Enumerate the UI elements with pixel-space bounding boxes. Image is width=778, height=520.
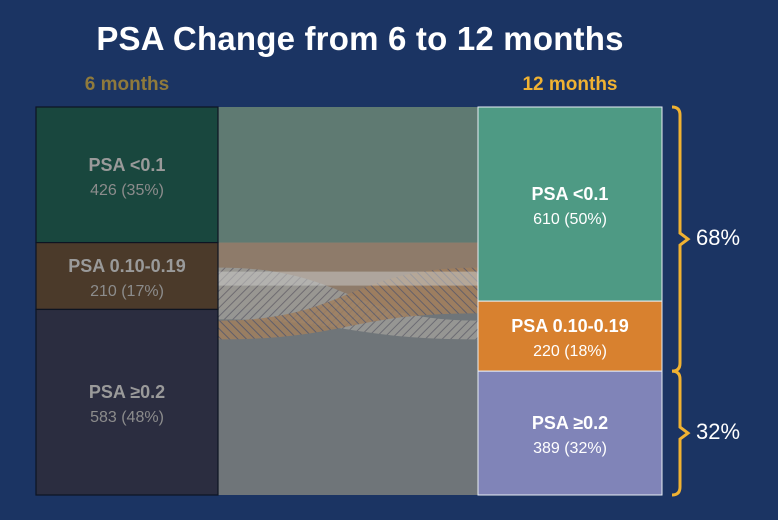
left-node-label-2: PSA ≥0.2 [89,382,165,402]
right-node-value-0: 610 (50%) [533,211,607,228]
left-node-1 [35,241,219,311]
flow-band-upper [218,107,478,243]
left-node-2 [35,308,219,496]
right-node-label-1: PSA 0.10-0.19 [511,316,628,336]
right-node-value-1: 220 (18%) [533,343,607,360]
bracket-1 [671,369,691,497]
left-node-value-2: 583 (48%) [90,409,164,426]
bracket-0 [671,105,691,373]
bracket-group [671,105,691,497]
right-node-1 [477,300,663,372]
flow-band-lower [218,309,478,495]
flow-highlight [218,271,478,286]
right-node-label-2: PSA ≥0.2 [532,413,608,433]
bracket-label-lower: 32% [696,419,741,445]
left-column-label: 6 months [84,74,170,95]
right-node-label-0: PSA <0.1 [532,184,609,204]
flow-band-group [218,107,478,495]
right-column-label: 12 months [522,74,618,95]
left-node-label-0: PSA <0.1 [89,155,166,175]
right-node-2 [477,370,663,496]
node-group: PSA <0.1 426 (35%) PSA 0.10-0.19 210 (17%) P… [35,106,663,496]
bracket-label-upper: 68% [696,225,741,251]
right-node-value-2: 389 (32%) [533,440,607,457]
left-node-value-0: 426 (35%) [90,182,164,199]
left-node-value-1: 210 (17%) [90,283,164,300]
chart-title: PSA Change from 6 to 12 months [96,20,624,57]
left-node-label-1: PSA 0.10-0.19 [68,256,185,276]
